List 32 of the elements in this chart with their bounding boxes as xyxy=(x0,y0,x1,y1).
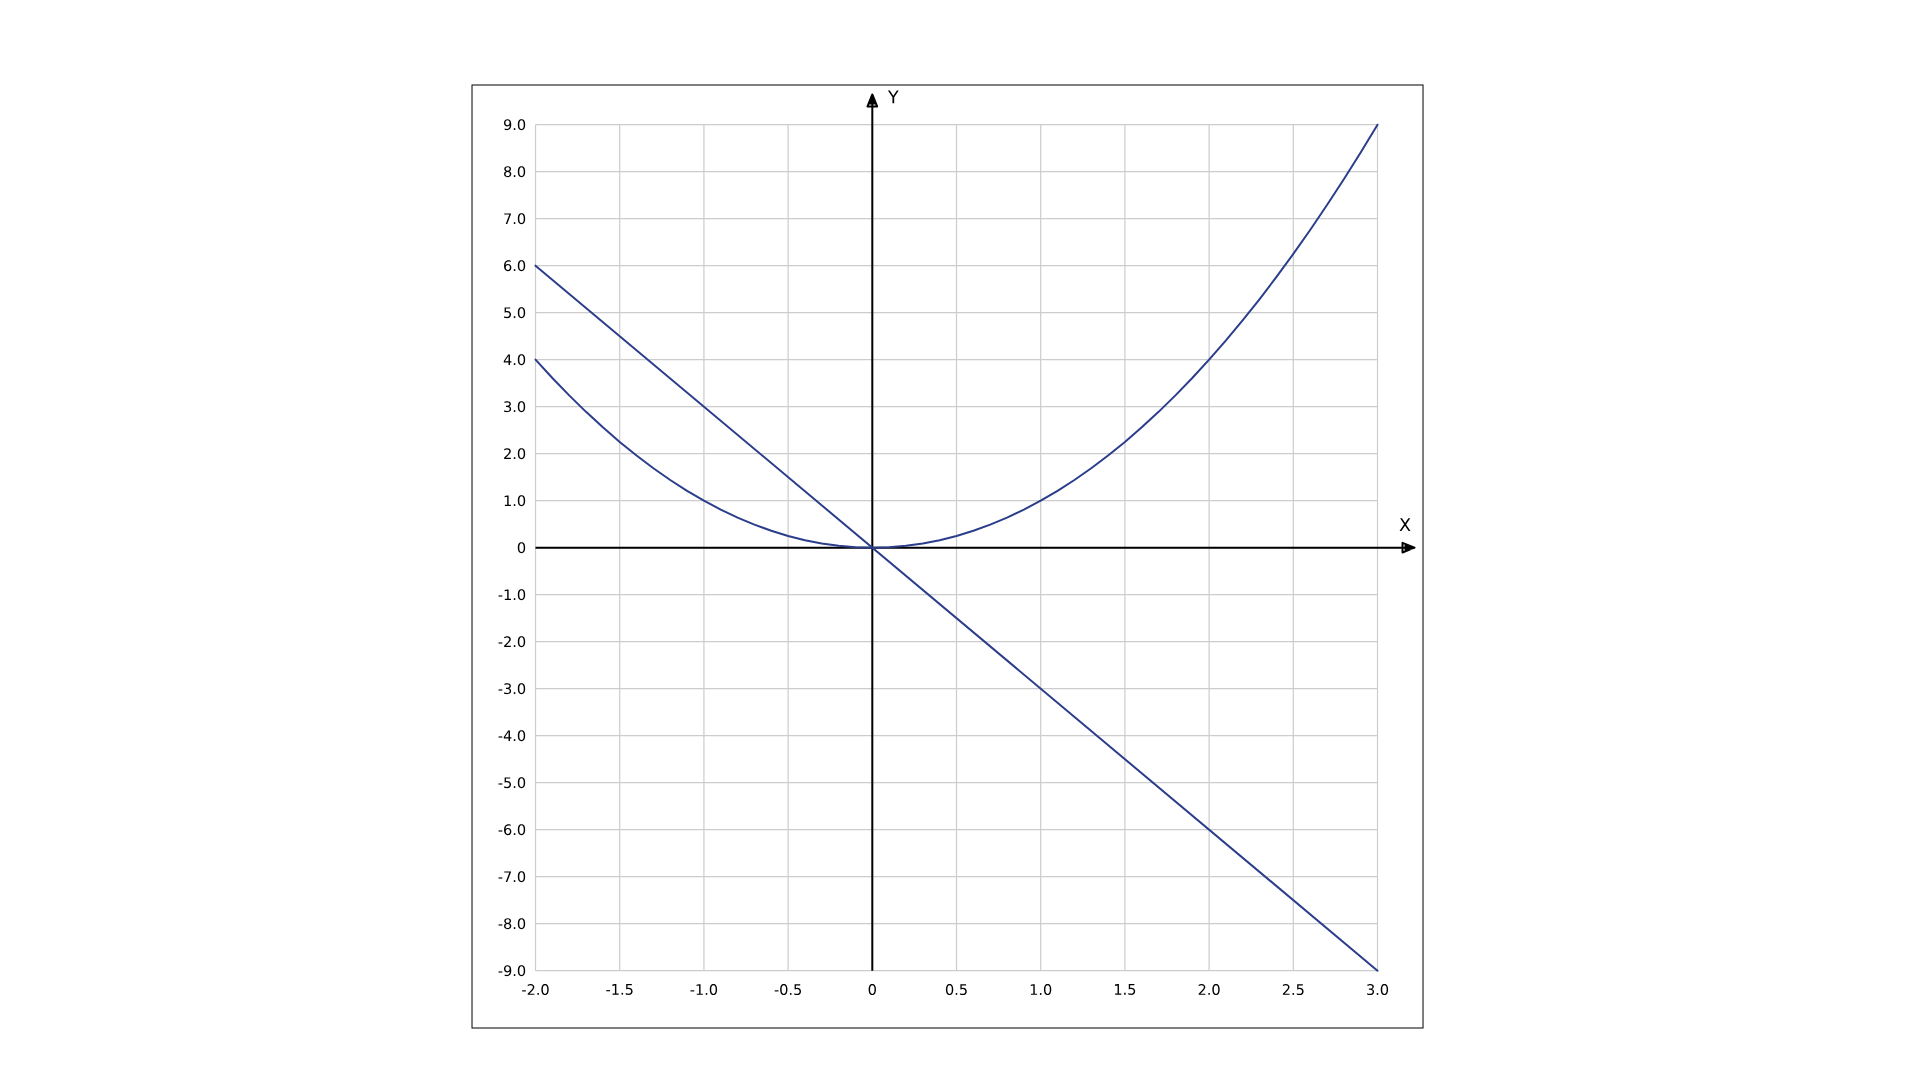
x-tick-label: -1.5 xyxy=(606,984,633,995)
y-tick-label: 6.0 xyxy=(504,260,526,272)
y-tick-label: -2.0 xyxy=(498,636,526,648)
y-tick-label: 7.0 xyxy=(504,213,526,225)
x-tick-label: 3.0 xyxy=(1367,984,1389,996)
y-tick-label: 9.0 xyxy=(503,119,526,131)
x-tick-label: -2.0 xyxy=(522,984,549,996)
x-tick-label: 0.5 xyxy=(945,984,967,996)
y-tick-label: 3.0 xyxy=(504,401,526,413)
x-tick-label: 0 xyxy=(868,984,876,996)
x-tick-label: 1.0 xyxy=(1030,984,1052,996)
y-tick-label: -4.0 xyxy=(498,730,526,742)
y-tick-label: 8.0 xyxy=(504,166,526,178)
y-tick-label: 5.0 xyxy=(504,307,526,319)
y-axis-title: Y xyxy=(887,90,899,104)
y-tick-label: -6.0 xyxy=(498,824,526,836)
y-tick-label: 1.0 xyxy=(504,495,526,507)
x-tick-label: 2.0 xyxy=(1198,984,1220,996)
x-tick-label: 2.5 xyxy=(1282,984,1304,996)
y-tick-label: -8.0 xyxy=(498,918,526,930)
y-tick-label: -9.0 xyxy=(498,965,526,977)
y-tick-label: -5.0 xyxy=(498,777,526,789)
x-tick-label: 1.5 xyxy=(1114,984,1136,995)
y-tick-label: -1.0 xyxy=(498,589,526,601)
x-axis-title: X xyxy=(1399,518,1411,532)
y-tick-label: -7.0 xyxy=(498,871,526,883)
y-tick-label: 2.0 xyxy=(504,448,526,460)
x-tick-label: -0.5 xyxy=(774,984,801,996)
y-tick-label: 4.0 xyxy=(503,354,526,366)
y-tick-label: -3.0 xyxy=(498,683,526,695)
y-tick-label: 0 xyxy=(517,542,526,554)
x-tick-label: -1.0 xyxy=(690,984,718,996)
